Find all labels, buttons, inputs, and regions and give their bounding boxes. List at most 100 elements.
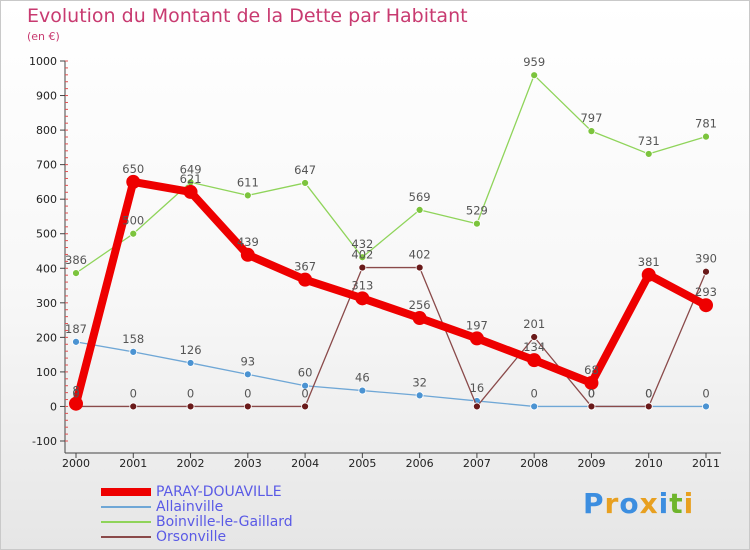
logo-letter: P [583,487,605,520]
data-label: 439 [237,235,259,249]
series-point [183,184,198,199]
y-tick-label: 900 [36,90,57,103]
data-label: 0 [301,386,308,400]
y-tick-label: 300 [36,297,57,310]
series-point [473,402,481,411]
data-label: 0 [72,386,79,400]
x-tick-label: 2000 [62,457,90,470]
y-tick-label: -100 [32,435,57,448]
series-point [129,229,138,238]
data-label: 381 [638,255,660,269]
data-label: 68 [584,363,599,377]
series-point [530,402,539,411]
series-point [358,386,367,395]
series-point [301,381,309,390]
data-label: 0 [531,386,538,400]
chart-title: Evolution du Montant de la Dette par Hab… [27,5,468,27]
x-tick-label: 2005 [348,457,376,470]
data-label: 386 [65,253,87,267]
data-label: 781 [695,117,717,131]
series-point [641,267,656,282]
series-point [72,269,80,278]
data-label: 0 [130,386,137,400]
data-label: 959 [523,55,545,69]
x-tick-label: 2007 [463,457,491,470]
legend-swatch [101,488,151,496]
data-label: 402 [351,248,373,262]
legend-label: Allainville [156,499,224,515]
data-label: 569 [409,190,431,204]
x-tick-label: 2010 [635,457,663,470]
x-tick-label: 2004 [291,457,319,470]
series-line [75,74,707,274]
x-tick-label: 2009 [577,457,605,470]
data-label: 731 [638,134,660,148]
data-label: 0 [645,386,652,400]
data-label: 134 [523,340,545,354]
y-tick-label: 0 [50,400,57,413]
logo-letter: t [669,487,684,520]
data-label: 649 [180,162,202,176]
series-point [530,333,539,341]
data-label: 158 [122,332,144,346]
data-label: 187 [65,322,87,336]
logo-letter: x [639,487,659,520]
series-point [72,337,80,346]
series-point [358,253,367,262]
data-label: 197 [466,318,488,332]
data-label: 402 [409,248,431,262]
series-point [129,347,138,356]
series-point [587,127,596,136]
y-tick-label: 400 [36,262,57,275]
chart-subtitle: (en €) [27,30,60,43]
data-label: 0 [588,386,595,400]
legend-label: PARAY-DOUAVILLE [156,484,282,500]
series-point [129,402,138,411]
data-label: 432 [351,237,373,251]
data-label: 650 [122,162,144,176]
series-point [126,174,141,189]
logo-letter: i [658,487,670,520]
series-point [243,402,252,411]
series-point [699,298,713,313]
data-label: 0 [702,386,709,400]
data-label: 647 [294,163,316,177]
series-point [186,402,195,411]
data-label: 0 [187,386,194,400]
series-point [469,331,484,346]
data-label: 8 [72,384,79,398]
chart-axes: -100010020030040050060070080090010002000… [29,55,721,470]
x-tick-label: 2008 [520,457,548,470]
data-label: 126 [180,343,202,357]
data-label: 93 [240,354,255,368]
logo-letter: o [619,487,640,520]
y-tick-label: 1000 [29,55,57,68]
data-label: 293 [695,285,717,299]
data-label: 0 [645,386,652,400]
series-point [415,263,424,272]
logo-letter: i [683,487,695,520]
series-point [415,205,424,214]
chart-value-labels: 386 500 649 611 647 432 569 529 959 797 731 781 187 1… [65,55,717,400]
data-label: 0 [244,386,251,400]
proxiti-logo: Proxiti [583,487,694,520]
series-point [243,191,252,200]
y-tick-label: 800 [36,124,57,137]
data-label: 313 [351,278,373,292]
series-line [75,266,707,408]
data-label: 500 [122,214,144,228]
data-label: 46 [355,371,370,385]
data-label: 529 [466,204,488,218]
y-tick-label: 100 [36,366,57,379]
x-tick-label: 2011 [692,457,720,470]
x-tick-label: 2001 [119,457,147,470]
series-point [298,272,313,287]
series-line [72,177,710,408]
y-tick-label: 500 [36,228,57,241]
legend-label: Boinville-le-Gaillard [156,514,293,530]
legend-swatch [101,521,151,523]
x-tick-label: 2006 [406,457,434,470]
series-point [702,402,710,411]
